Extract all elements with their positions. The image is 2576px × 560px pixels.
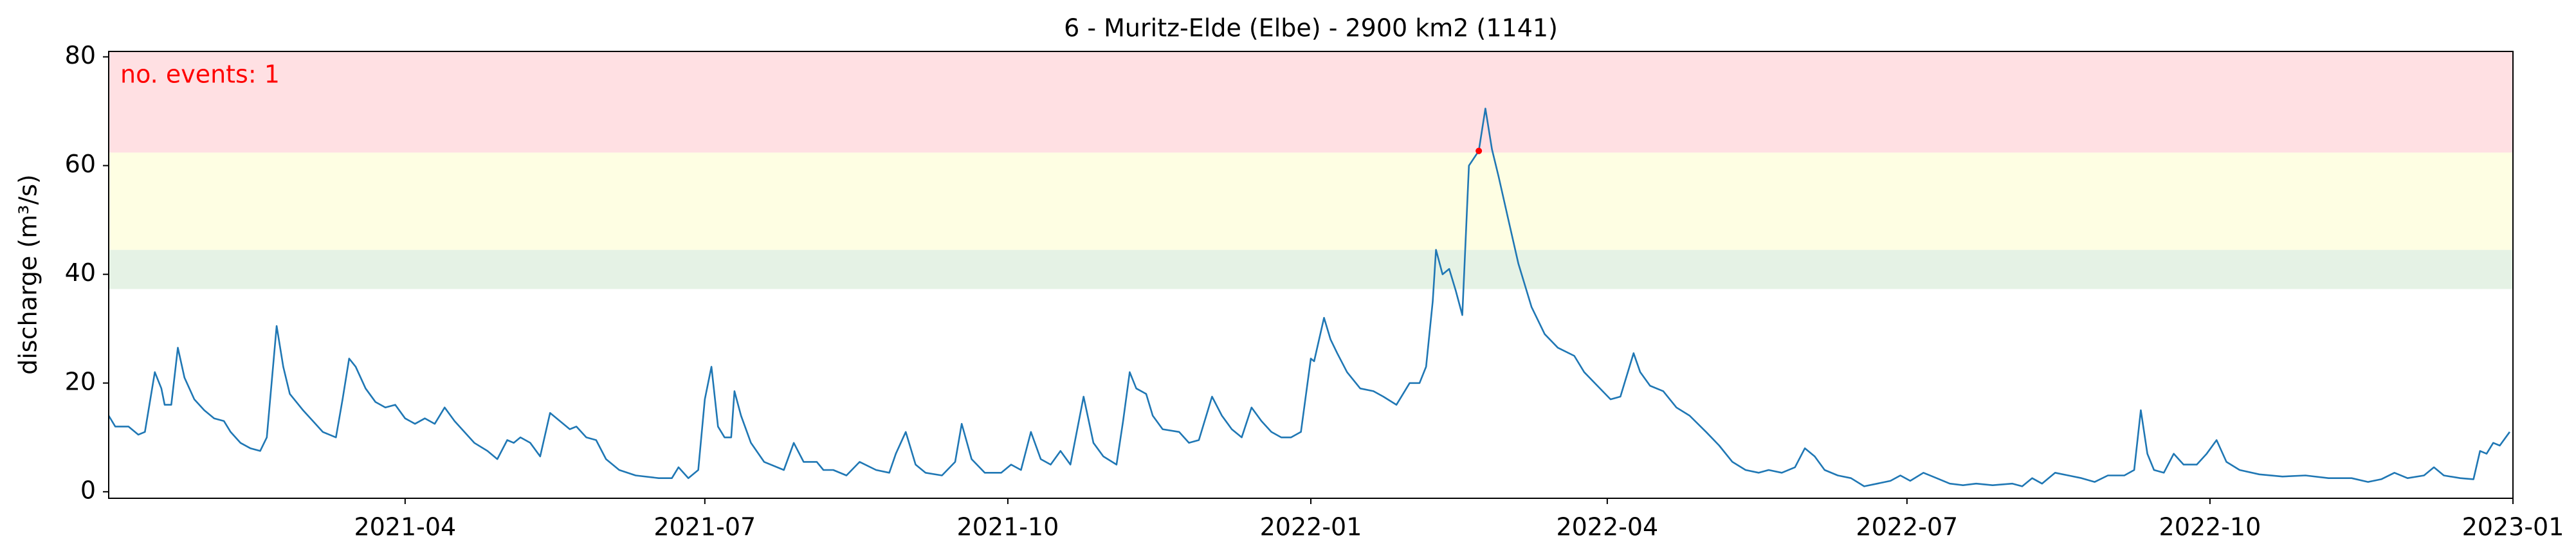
y-tick-label: 0 bbox=[80, 476, 96, 504]
y-axis-label: discharge (m³/s) bbox=[14, 174, 42, 375]
annotation: no. events: 1 bbox=[120, 60, 280, 89]
x-tick-label: 2021-10 bbox=[957, 513, 1059, 541]
y-tick-label: 80 bbox=[65, 41, 96, 69]
x-tick-label: 2021-07 bbox=[653, 513, 756, 541]
chart-title: 6 - Muritz-Elde (Elbe) - 2900 km2 (1141) bbox=[1064, 14, 1558, 42]
threshold-band bbox=[109, 249, 2513, 289]
x-tick-label: 2022-07 bbox=[1856, 513, 1958, 541]
x-tick-label: 2023-01 bbox=[2462, 513, 2564, 541]
plot-frame bbox=[108, 51, 2514, 499]
y-tick-label: 40 bbox=[65, 258, 96, 287]
threshold-band bbox=[109, 152, 2513, 250]
threshold-band bbox=[109, 51, 2513, 153]
x-tick-label: 2022-10 bbox=[2159, 513, 2261, 541]
x-tick-label: 2021-04 bbox=[354, 513, 456, 541]
discharge-line bbox=[107, 107, 2510, 487]
y-tick-label: 20 bbox=[65, 367, 96, 395]
x-tick-label: 2022-01 bbox=[1260, 513, 1362, 541]
event-marker bbox=[1475, 147, 1483, 154]
y-tick-label: 60 bbox=[65, 150, 96, 178]
x-tick-label: 2022-04 bbox=[1556, 513, 1658, 541]
